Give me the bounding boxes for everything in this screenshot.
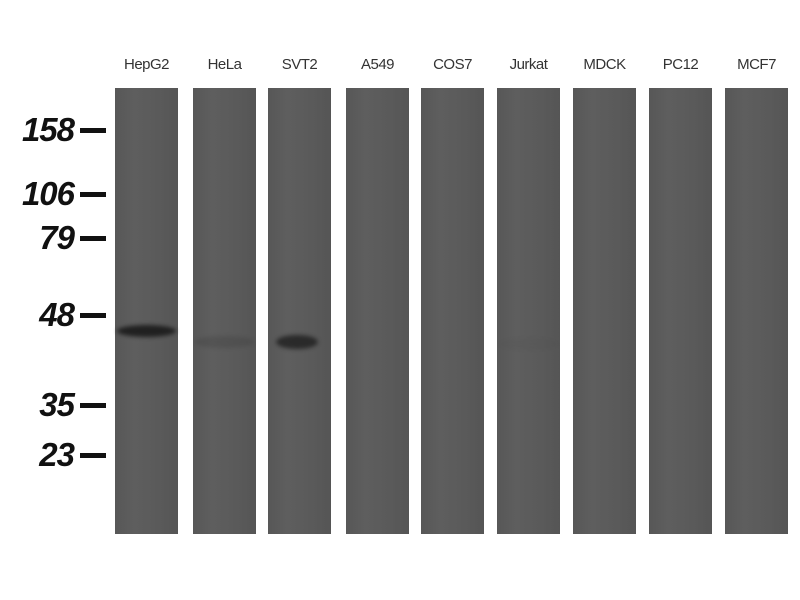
lane-label: MCF7 <box>737 56 776 73</box>
marker-79: 79 <box>0 221 108 255</box>
lane-svt2 <box>268 88 331 534</box>
protein-band <box>117 325 176 337</box>
lane-label: A549 <box>360 56 395 73</box>
marker-23: 23 <box>0 438 108 472</box>
lane-mcf7 <box>725 88 788 534</box>
marker-tick <box>80 313 106 318</box>
lane-cos7 <box>421 88 484 534</box>
marker-tick <box>80 453 106 458</box>
lane-pc12 <box>649 88 712 534</box>
lane-label: SVT2 <box>281 56 318 73</box>
lane-mdck <box>573 88 636 534</box>
marker-48: 48 <box>0 298 108 332</box>
marker-label: 106 <box>21 175 75 212</box>
marker-label: 35 <box>39 386 75 423</box>
lane-hepg2 <box>115 88 178 534</box>
marker-106: 106 <box>0 177 108 211</box>
protein-band <box>195 336 254 348</box>
marker-tick <box>80 128 106 133</box>
lane-label: HeLa <box>207 56 242 73</box>
marker-label: 158 <box>21 111 75 148</box>
lane-a549 <box>346 88 409 534</box>
marker-tick <box>80 192 106 197</box>
marker-label: 79 <box>39 219 75 256</box>
lane-label: Jurkat <box>509 56 548 73</box>
lane-label: HepG2 <box>123 56 170 73</box>
lane-label: MDCK <box>583 56 626 73</box>
marker-158: 158 <box>0 113 108 147</box>
marker-35: 35 <box>0 388 108 422</box>
lane-jurkat <box>497 88 560 534</box>
protein-band <box>276 335 318 349</box>
marker-label: 48 <box>39 296 75 333</box>
protein-band <box>499 338 558 350</box>
marker-tick <box>80 403 106 408</box>
marker-tick <box>80 236 106 241</box>
lane-label: COS7 <box>433 56 472 73</box>
lane-label: PC12 <box>662 56 699 73</box>
lane-hela <box>193 88 256 534</box>
marker-label: 23 <box>39 436 75 473</box>
